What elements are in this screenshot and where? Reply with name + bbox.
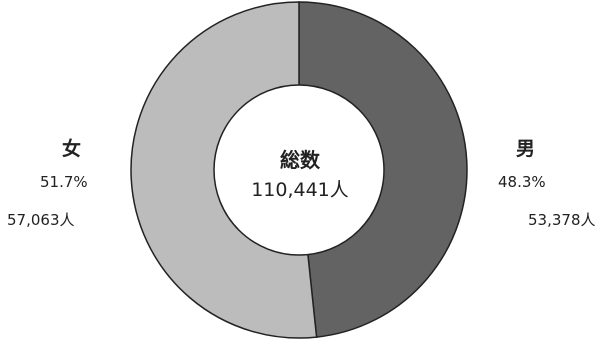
male-percent-label: 48.3% — [498, 173, 546, 191]
center-total-label: 110,441人 — [251, 179, 349, 201]
donut-hole — [213, 84, 385, 256]
female-percent-label: 51.7% — [40, 173, 88, 191]
male-count-label: 53,378人 — [528, 211, 596, 229]
female-count-label: 57,063人 — [7, 211, 75, 229]
female-name-label: 女 — [62, 138, 82, 160]
center-title-label: 総数 — [280, 148, 320, 172]
male-name-label: 男 — [516, 138, 536, 160]
